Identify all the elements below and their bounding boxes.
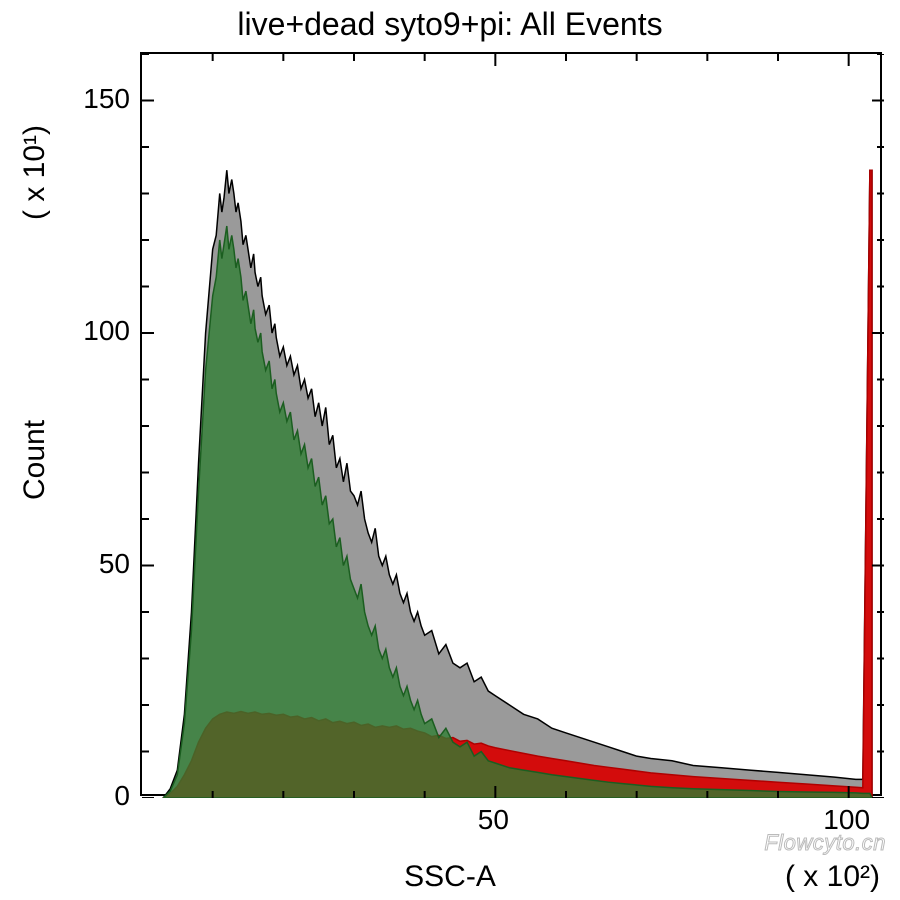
histogram-chart: live+dead syto9+pi: All Events Count ( x… bbox=[0, 0, 900, 900]
x-tick: 50 bbox=[478, 804, 509, 836]
plot-area bbox=[140, 52, 882, 796]
chart-title: live+dead syto9+pi: All Events bbox=[0, 6, 900, 43]
x-axis-unit: ( x 10²) bbox=[785, 860, 880, 894]
y-tick: 50 bbox=[70, 548, 130, 580]
y-tick: 150 bbox=[70, 83, 130, 115]
x-axis-label: SSC-A bbox=[0, 860, 900, 894]
x-tick: 100 bbox=[823, 804, 870, 836]
y-axis-label: Count bbox=[18, 420, 52, 500]
y-tick: 0 bbox=[70, 780, 130, 812]
plot-svg bbox=[142, 54, 884, 798]
y-tick: 100 bbox=[70, 315, 130, 347]
y-axis-unit: ( x 10¹) bbox=[18, 125, 52, 220]
